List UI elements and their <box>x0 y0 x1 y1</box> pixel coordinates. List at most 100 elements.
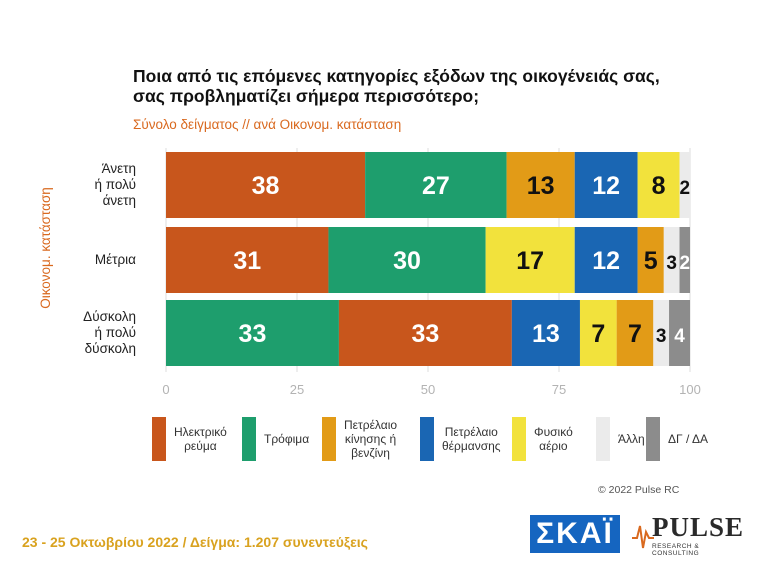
bar-value-label: 8 <box>652 172 666 200</box>
legend-entry: Πετρέλαιο κίνησης ή βενζίνη <box>322 417 397 461</box>
legend-swatch <box>512 417 526 461</box>
bar-segment <box>579 300 617 366</box>
bar-value-label: 5 <box>644 247 658 275</box>
bar-value-label: 27 <box>422 172 450 200</box>
bar-segment <box>653 300 670 366</box>
legend-label-line: κίνησης ή <box>344 432 397 446</box>
legend-label: Πετρέλαιο θέρμανσης <box>442 425 501 453</box>
bar-segment <box>328 227 486 293</box>
legend-label-line: Τρόφιμα <box>264 432 310 446</box>
bar-value-label: 30 <box>393 247 421 275</box>
legend-label-line: ρεύμα <box>184 439 217 453</box>
bar-value-label: 38 <box>252 172 280 200</box>
legend-label: Ηλεκτρικό ρεύμα <box>174 425 227 453</box>
category-label-line: Δύσκολη <box>83 309 136 324</box>
copyright-text: © 2022 Pulse RC <box>598 484 680 496</box>
category-label: Δύσκολη ή πολύ δύσκολη <box>56 309 136 357</box>
bar-value-label: 12 <box>592 247 620 275</box>
bar-segment <box>637 152 680 218</box>
bar-value-label: 7 <box>628 320 642 348</box>
category-label-line: ή πολύ <box>94 177 136 192</box>
bar-value-label: 2 <box>679 253 690 274</box>
x-tick-label: 25 <box>290 382 304 397</box>
bar-segment <box>637 227 664 293</box>
bar-value-label: 4 <box>674 326 685 347</box>
bar-segment <box>166 227 329 293</box>
legend-swatch <box>646 417 660 461</box>
legend-label-line: βενζίνη <box>351 446 390 460</box>
chart-title-line2: σας προβληματίζει σήμερα περισσότερο; <box>133 86 480 106</box>
category-label-line: δύσκολη <box>84 341 136 356</box>
bar-value-label: 33 <box>411 320 439 348</box>
bar-segment <box>616 300 654 366</box>
legend-swatch <box>242 417 256 461</box>
legend-label-line: Άλλη <box>618 432 645 446</box>
legend-swatch <box>152 417 166 461</box>
pulse-wave-icon <box>632 525 654 549</box>
category-label-line: Άνετη <box>101 161 136 176</box>
bar-segment <box>506 152 575 218</box>
legend-label-line: Πετρέλαιο <box>344 418 398 432</box>
bar-segment <box>365 152 507 218</box>
bar-segment <box>511 300 580 366</box>
bar-value-label: 7 <box>591 320 605 348</box>
legend-swatch <box>596 417 610 461</box>
skai-logo: ΣΚΑΪ <box>530 515 620 553</box>
bar-segment <box>166 152 366 218</box>
legend-label-line: Πετρέλαιο <box>444 425 498 439</box>
bar-segment <box>166 300 339 366</box>
legend-label-line: αέριο <box>539 439 568 453</box>
legend-label-line: θέρμανσης <box>442 439 501 453</box>
legend-swatch <box>420 417 434 461</box>
legend-entry: Άλλη <box>596 417 645 461</box>
bar-value-label: 13 <box>527 172 555 200</box>
bar-value-label: 3 <box>666 253 677 274</box>
legend-entry: Ηλεκτρικό ρεύμα <box>152 417 227 461</box>
bar-value-label: 3 <box>656 326 667 347</box>
x-tick-label: 100 <box>679 382 701 397</box>
legend-label-line: ΔΓ / ΔΑ <box>668 432 708 446</box>
pulse-logo-word: PULSE <box>652 512 745 542</box>
chart-title: Ποια από τις επόμενες κατηγορίες εξόδων … <box>133 66 733 106</box>
bar-segment <box>338 300 512 366</box>
pulse-logo: PULSE RESEARCH & CONSULTING <box>632 512 745 557</box>
x-tick-label: 50 <box>421 382 435 397</box>
legend-label: Φυσικό αέριο <box>534 425 573 453</box>
category-label: Μέτρια <box>56 252 136 268</box>
category-label-line: Μέτρια <box>94 252 136 267</box>
chart-subtitle: Σύνολο δείγματος // ανά Οικονομ. κατάστα… <box>133 117 402 132</box>
bar-value-label: 31 <box>233 247 261 275</box>
bar-value-label: 2 <box>679 178 690 199</box>
legend-entry: ΔΓ / ΔΑ <box>646 417 708 461</box>
chart-title-line1: Ποια από τις επόμενες κατηγορίες εξόδων … <box>133 66 660 86</box>
bar-value-label: 33 <box>239 320 267 348</box>
legend-label-line: Ηλεκτρικό <box>174 425 227 439</box>
bar-segment <box>663 227 680 293</box>
bar-segment <box>574 152 638 218</box>
x-tick-label: 0 <box>162 382 169 397</box>
category-label-line: άνετη <box>102 193 136 208</box>
bar-segment <box>679 152 690 218</box>
legend-swatch <box>322 417 336 461</box>
legend-entry: Φυσικό αέριο <box>512 417 573 461</box>
legend-label: Πετρέλαιο κίνησης ή βενζίνη <box>344 418 397 460</box>
bar-segment <box>679 227 690 293</box>
legend-label-line: Φυσικό <box>534 425 573 439</box>
bar-segment <box>669 300 690 366</box>
legend-label: ΔΓ / ΔΑ <box>668 432 708 446</box>
legend-label: Άλλη <box>618 432 645 446</box>
bar-value-label: 17 <box>516 247 544 275</box>
bar-value-label: 12 <box>592 172 620 200</box>
bar-segment <box>485 227 575 293</box>
category-label-line: ή πολύ <box>94 325 136 340</box>
fieldwork-note: 23 - 25 Οκτωβρίου 2022 / Δείγμα: 1.207 σ… <box>22 534 368 550</box>
category-label: Άνετη ή πολύ άνετη <box>56 161 136 209</box>
legend-label: Τρόφιμα <box>264 432 309 446</box>
legend-entry: Πετρέλαιο θέρμανσης <box>420 417 501 461</box>
legend-entry: Τρόφιμα <box>242 417 309 461</box>
pulse-logo-subtitle: RESEARCH & CONSULTING <box>652 543 700 557</box>
bar-value-label: 13 <box>532 320 560 348</box>
x-tick-label: 75 <box>552 382 566 397</box>
bar-segment <box>574 227 638 293</box>
